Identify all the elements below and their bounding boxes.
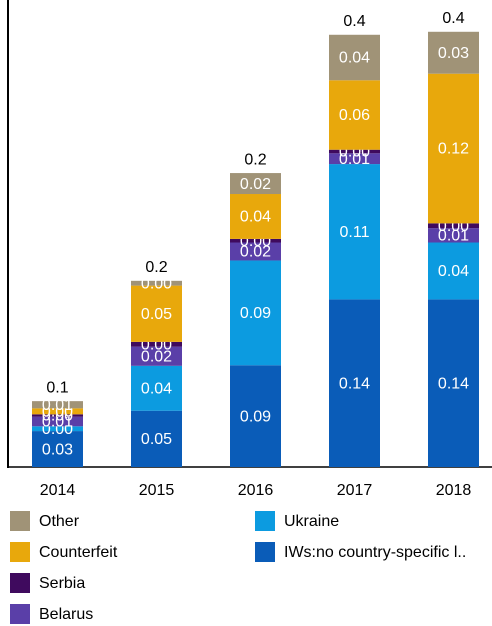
- bar-segment: [32, 426, 83, 432]
- value-label: 0.12: [438, 141, 469, 158]
- value-label: 0.01: [42, 414, 73, 431]
- bar-segment: [131, 365, 182, 411]
- bar-segment: [131, 280, 182, 286]
- value-label: 0.01: [339, 151, 370, 168]
- total-label: 0.4: [343, 13, 365, 30]
- bar-segment: [131, 410, 182, 467]
- bar-segment: [32, 416, 83, 427]
- value-label: 0.04: [141, 380, 172, 397]
- legend-label: Other: [39, 513, 80, 530]
- x-tick-label: 2015: [139, 482, 175, 499]
- x-tick-label: 2016: [238, 482, 274, 499]
- bar-segment: [230, 365, 281, 467]
- bar-segment: [329, 153, 380, 165]
- value-label: 0.04: [438, 263, 469, 280]
- value-label: 0.01: [42, 397, 73, 414]
- value-label: 0.14: [438, 375, 469, 392]
- total-label: 0.2: [145, 259, 167, 276]
- bar-segment: [428, 73, 479, 224]
- legend-swatch: [255, 542, 275, 562]
- bar-segment: [32, 408, 83, 415]
- bar-segment: [131, 346, 182, 366]
- value-label: 0.09: [240, 408, 271, 425]
- legend-label: IWs:no country-specific l..: [284, 544, 466, 561]
- bar-segment: [329, 34, 380, 81]
- bar-segment: [131, 285, 182, 342]
- legend-label: Belarus: [39, 606, 93, 623]
- bar-segment: [428, 223, 479, 229]
- value-label: 0.06: [339, 107, 370, 124]
- legend-label: Serbia: [39, 575, 85, 592]
- legend-swatch: [10, 573, 30, 593]
- value-label: 0.02: [141, 348, 172, 365]
- total-label: 0.2: [244, 151, 266, 168]
- value-label: 0.05: [141, 306, 172, 323]
- bar-segment: [428, 31, 479, 74]
- total-label: 0.1: [46, 379, 68, 396]
- bar-segment: [230, 194, 281, 239]
- value-label: 0.03: [438, 45, 469, 62]
- value-label: 0.02: [240, 244, 271, 261]
- bar-segment: [32, 431, 83, 467]
- value-label: 0.02: [240, 176, 271, 193]
- x-tick-label: 2018: [436, 482, 472, 499]
- legend-swatch: [255, 511, 275, 531]
- legend-swatch: [10, 604, 30, 624]
- bar-segment: [230, 242, 281, 261]
- legend-label: Ukraine: [284, 513, 339, 530]
- legend-label: Counterfeit: [39, 544, 118, 561]
- value-label: 0.04: [339, 50, 370, 67]
- value-label: 0.03: [42, 441, 73, 458]
- bar-segment: [230, 173, 281, 195]
- total-label: 0.4: [442, 10, 464, 27]
- x-tick-label: 2017: [337, 482, 373, 499]
- value-label: 0.04: [240, 209, 271, 226]
- bar-segment: [329, 149, 380, 154]
- value-label: 0.05: [141, 431, 172, 448]
- bar-segment: [32, 401, 83, 409]
- legend-swatch: [10, 511, 30, 531]
- value-label: 0.11: [340, 224, 370, 241]
- value-label: 0.01: [438, 228, 469, 245]
- bar-segment: [428, 299, 479, 467]
- bar-segment: [329, 80, 380, 150]
- bar-segment: [32, 414, 83, 417]
- legend-swatch: [10, 542, 30, 562]
- value-label: 0.09: [240, 305, 271, 322]
- bar-segment: [131, 341, 182, 347]
- bar-segment: [428, 228, 479, 243]
- value-label: 0.00: [141, 275, 172, 292]
- bar-segment: [230, 238, 281, 243]
- bar-segment: [329, 299, 380, 467]
- bar-segment: [428, 242, 479, 300]
- value-label: 0.14: [339, 375, 370, 392]
- x-tick-label: 2014: [40, 482, 76, 499]
- bar-segment: [329, 164, 380, 300]
- bar-segment: [230, 260, 281, 366]
